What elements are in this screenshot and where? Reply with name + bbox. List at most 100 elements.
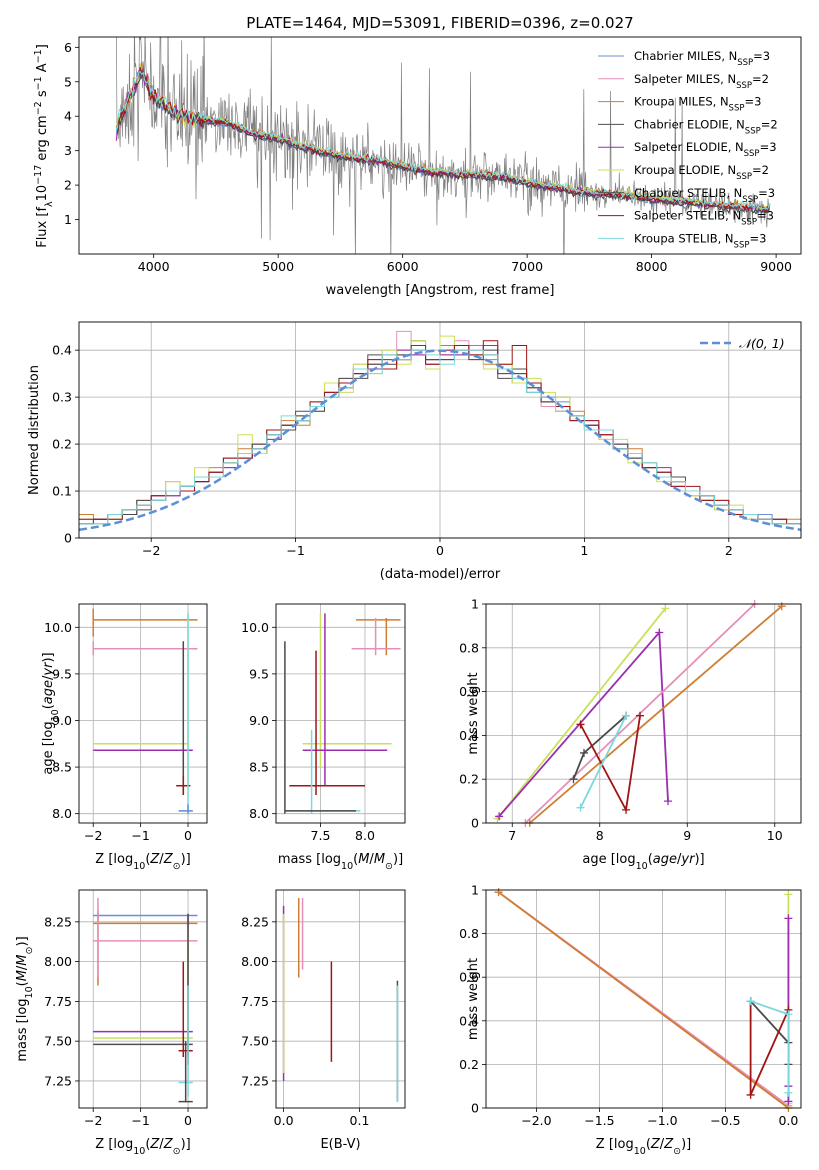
- legend-label: Kroupa MILES, NSSP=3: [634, 95, 761, 114]
- model-spectrum-line: [115, 70, 770, 210]
- axes-frame: [275, 603, 406, 824]
- label-part: Flux [f: [35, 207, 50, 248]
- mass-weight-line: [749, 1001, 790, 1096]
- label-part: 10: [634, 1146, 646, 1157]
- label-part: (data-model)/error: [380, 567, 501, 582]
- x-axis-label: Z [log10(Z/Z⊙)]: [596, 1137, 691, 1157]
- y-tick-label: 0.6: [459, 684, 479, 699]
- label-part: 10: [341, 861, 353, 872]
- mass-weight-marker: [784, 890, 793, 899]
- legend-sub: SSP: [736, 172, 752, 182]
- y-tick-label: 0.4: [459, 728, 479, 743]
- x-tick-label: 7: [508, 828, 516, 843]
- label-part: M: [15, 954, 30, 965]
- label-part: )]: [181, 852, 191, 867]
- label-part: 10: [24, 986, 35, 998]
- y-tick-label: 7.50: [241, 1034, 269, 1049]
- mass-weight-marker: [784, 1088, 793, 1097]
- label-part: Z: [149, 1137, 160, 1152]
- x-tick-label: 9000: [760, 259, 792, 274]
- label-part: ⊙: [24, 946, 35, 954]
- y-tick-label: 10.0: [44, 620, 72, 635]
- label-part: M: [374, 852, 385, 867]
- y-tick-label: 0: [471, 1101, 479, 1116]
- label-part: 10: [50, 709, 61, 721]
- label-part: Z: [663, 1137, 674, 1152]
- y-tick-label: 0.2: [52, 437, 72, 452]
- x-tick-label: 7.5: [311, 828, 331, 843]
- label-part: Z: [163, 1137, 174, 1152]
- mass-weight-marker: [777, 602, 786, 611]
- legend-text: Salpeter ELODIE, N: [634, 140, 744, 154]
- label-part: λ: [44, 201, 55, 207]
- label-part: age [log: [582, 852, 635, 867]
- legend-text: Salpeter STELIB, N: [634, 209, 741, 223]
- label-part: )]: [181, 1137, 191, 1152]
- mass-weight-marker: [655, 628, 664, 637]
- y-tick-label: 0.8: [459, 926, 479, 941]
- x-tick-label: 0.0: [274, 1113, 294, 1128]
- x-tick-label: 8000: [636, 259, 668, 274]
- y-tick-label: 1: [64, 212, 72, 227]
- axes-frame: [78, 603, 208, 824]
- mass-weight-marker: [580, 748, 588, 757]
- x-tick-label: −1: [131, 828, 149, 843]
- y-axis-label: mass weight: [466, 958, 481, 1040]
- label-part: Z [log: [95, 852, 133, 867]
- y-tick-label: 8.0: [249, 806, 269, 821]
- x-tick-label: 0: [184, 828, 192, 843]
- label-part: ⊙: [385, 861, 393, 872]
- y-axis-label: Normed distribution: [27, 365, 42, 495]
- x-axis-label: Z [log10(Z/Z⊙)]: [95, 852, 190, 872]
- label-part: ⊙: [673, 1146, 681, 1157]
- y-tick-label: 8.5: [52, 760, 72, 775]
- x-axis-label: age [log10(age/yr)]: [582, 852, 704, 872]
- y-tick-label: 7.25: [241, 1073, 269, 1088]
- legend-label: Kroupa STELIB, NSSP=3: [634, 231, 766, 250]
- y-tick-label: 0.1: [52, 484, 72, 499]
- y-axis-label: mass weight: [466, 672, 481, 754]
- legend-tail: =3: [757, 209, 774, 223]
- x-tick-label: 8.0: [355, 828, 375, 843]
- residual-histogram-step: [79, 349, 801, 525]
- x-axis-label: mass [log10(M/M⊙)]: [278, 852, 403, 872]
- label-part: ⊙: [173, 1146, 181, 1157]
- label-part: s: [35, 90, 50, 101]
- x-tick-label: 10: [767, 828, 783, 843]
- label-part: mass [log: [278, 852, 341, 867]
- mass-weight-marker: [576, 720, 585, 729]
- x-tick-label: −1.5: [584, 1113, 614, 1128]
- y-tick-label: 7.25: [44, 1073, 72, 1088]
- legend-tail: =2: [752, 163, 769, 177]
- label-part: −1: [33, 76, 44, 90]
- label-part: /: [41, 675, 56, 680]
- y-tick-label: 6: [64, 40, 72, 55]
- label-part: )]: [15, 936, 30, 946]
- label-part: Z: [163, 852, 174, 867]
- x-tick-label: −0.5: [710, 1113, 740, 1128]
- x-tick-label: 8: [596, 828, 604, 843]
- y-tick-label: 5: [64, 74, 72, 89]
- label-part: (: [145, 852, 150, 867]
- mass-weight-marker: [576, 803, 585, 812]
- legend-label: Chabrier MILES, NSSP=3: [634, 49, 770, 68]
- label-part: 10: [35, 185, 50, 202]
- x-tick-label: −1.0: [647, 1113, 677, 1128]
- label-part: /: [15, 965, 30, 970]
- x-tick-label: −2.0: [521, 1113, 551, 1128]
- x-axis-label: Z [log10(Z/Z⊙)]: [95, 1137, 190, 1157]
- x-tick-label: 0: [184, 1113, 192, 1128]
- x-tick-label: −2: [84, 828, 102, 843]
- y-tick-label: 9.0: [249, 713, 269, 728]
- legend-tail: =3: [744, 95, 761, 109]
- label-part: age [log: [41, 721, 56, 774]
- mass-weight-line: [496, 607, 667, 820]
- label-part: (: [145, 1137, 150, 1152]
- label-part: Z: [149, 852, 160, 867]
- label-part: mass [log: [15, 998, 30, 1061]
- legend-text: Chabrier STELIB, N: [634, 186, 742, 200]
- y-tick-label: 1: [471, 597, 479, 612]
- legend-label: Salpeter STELIB, NSSP=3: [634, 209, 774, 228]
- mass-weight-marker: [784, 1010, 793, 1019]
- axes-frame: [485, 889, 802, 1109]
